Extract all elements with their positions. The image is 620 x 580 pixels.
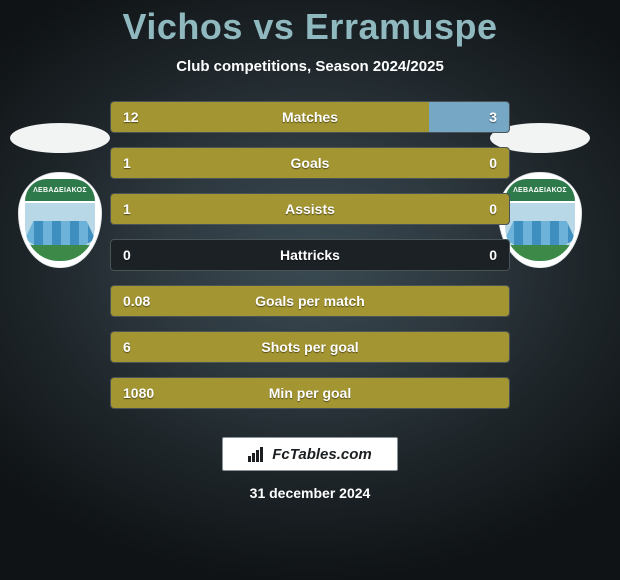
shield-grass (505, 245, 575, 261)
stats-container: 12 Matches 3 1 Goals 0 1 Assists 0 0 Hattricks 0 0.0… (110, 101, 510, 409)
bar-chart-icon (248, 446, 266, 462)
stat-value-left: 1080 (123, 385, 154, 401)
stat-value-right: 0 (489, 155, 497, 171)
stat-fill-left (111, 102, 429, 132)
oval-shape (10, 123, 110, 153)
stat-label: Matches (282, 109, 338, 125)
stat-value-left: 0 (123, 247, 131, 263)
main-panel: Vichos vs Erramuspe Club competitions, S… (0, 0, 620, 580)
stat-label: Min per goal (269, 385, 351, 401)
club-name-right: ΛΕΒΑΔΕΙΑΚΟΣ (513, 187, 567, 194)
club-crest-right: ΛΕΒΑΔΕΙΑΚΟΣ (498, 172, 598, 272)
stat-bar: 1080 Min per goal (110, 377, 510, 409)
shield-icon: ΛΕΒΑΔΕΙΑΚΟΣ (18, 172, 102, 268)
stat-label: Goals (291, 155, 330, 171)
stat-value-left: 0.08 (123, 293, 150, 309)
shield-icon: ΛΕΒΑΔΕΙΑΚΟΣ (498, 172, 582, 268)
shield-field (25, 203, 95, 261)
player-oval-left (10, 118, 110, 158)
shield-field (505, 203, 575, 261)
page-title: Vichos vs Erramuspe (122, 6, 497, 48)
stat-value-left: 1 (123, 201, 131, 217)
stat-label: Shots per goal (261, 339, 358, 355)
stat-bar: 12 Matches 3 (110, 101, 510, 133)
stat-label: Goals per match (255, 293, 365, 309)
stat-bar: 6 Shots per goal (110, 331, 510, 363)
stat-bar: 0.08 Goals per match (110, 285, 510, 317)
shield-band: ΛΕΒΑΔΕΙΑΚΟΣ (505, 179, 575, 201)
stat-value-right: 0 (489, 201, 497, 217)
stat-label: Assists (285, 201, 335, 217)
club-name-left: ΛΕΒΑΔΕΙΑΚΟΣ (33, 187, 87, 194)
stat-value-right: 0 (489, 247, 497, 263)
stat-bar: 1 Goals 0 (110, 147, 510, 179)
stat-bar: 1 Assists 0 (110, 193, 510, 225)
brand-badge[interactable]: FcTables.com (222, 437, 398, 471)
shield-band: ΛΕΒΑΔΕΙΑΚΟΣ (25, 179, 95, 201)
page-subtitle: Club competitions, Season 2024/2025 (176, 58, 444, 75)
stat-bar: 0 Hattricks 0 (110, 239, 510, 271)
date-label: 31 december 2024 (250, 485, 371, 501)
stat-value-left: 12 (123, 109, 139, 125)
shield-grass (25, 245, 95, 261)
stat-value-right: 3 (489, 109, 497, 125)
stat-label: Hattricks (280, 247, 340, 263)
club-crest-left: ΛΕΒΑΔΕΙΑΚΟΣ (18, 172, 118, 272)
brand-name: FcTables.com (272, 446, 371, 463)
stat-fill-right (429, 102, 509, 132)
stat-value-left: 6 (123, 339, 131, 355)
stat-value-left: 1 (123, 155, 131, 171)
